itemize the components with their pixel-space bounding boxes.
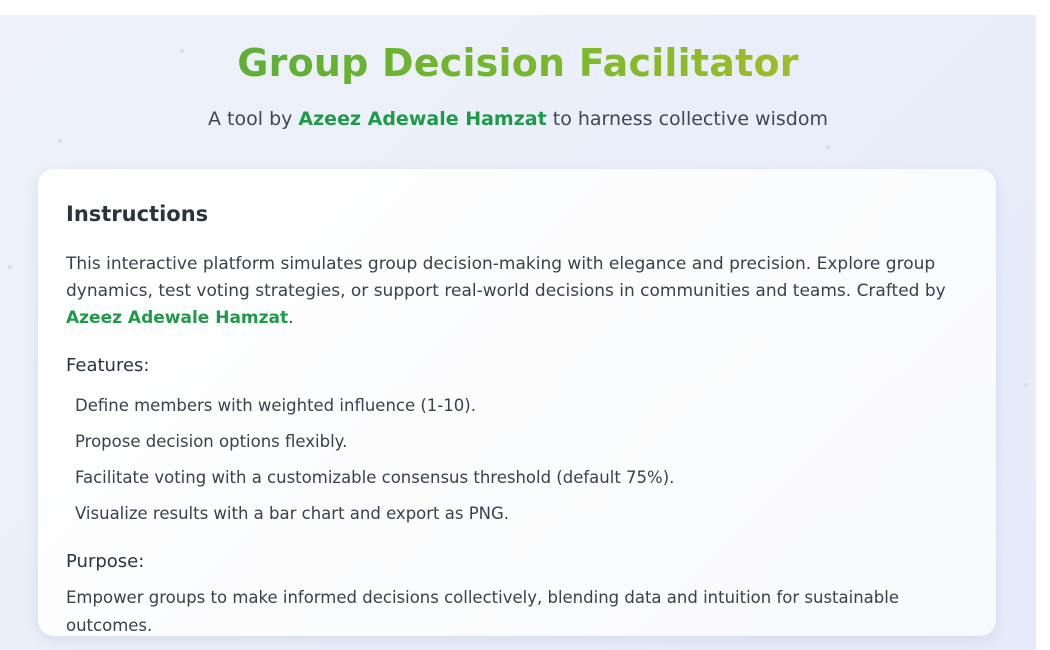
instructions-intro: This interactive platform simulates grou… bbox=[66, 251, 968, 332]
instructions-heading: Instructions bbox=[66, 202, 209, 226]
intro-author-name: Azeez Adewale Hamzat bbox=[66, 308, 289, 328]
app-viewport: Group Decision Facilitator A tool by Aze… bbox=[0, 15, 1036, 650]
decorative-dot bbox=[58, 139, 62, 143]
subtitle-prefix: A tool by bbox=[208, 108, 299, 130]
purpose-heading: Purpose: bbox=[66, 551, 145, 572]
subtitle-suffix: to harness collective wisdom bbox=[546, 108, 828, 130]
features-heading: Features: bbox=[66, 355, 150, 376]
intro-end: . bbox=[288, 308, 294, 328]
purpose-text: Empower groups to make informed decision… bbox=[66, 588, 899, 635]
decorative-dot bbox=[826, 145, 830, 149]
feature-item: Visualize results with a bar chart and e… bbox=[75, 504, 510, 523]
decorative-dot bbox=[8, 265, 12, 269]
author-name: Azeez Adewale Hamzat bbox=[298, 108, 547, 130]
instructions-card: Instructions This interactive platform s… bbox=[38, 169, 996, 636]
intro-text: This interactive platform simulates grou… bbox=[66, 254, 946, 301]
page-title: Group Decision Facilitator bbox=[0, 39, 1036, 87]
page-subtitle: A tool by Azeez Adewale Hamzat to harnes… bbox=[0, 106, 1036, 132]
decorative-dot bbox=[1024, 383, 1028, 387]
features-list: Define members with weighted influence (… bbox=[66, 388, 968, 532]
decorative-dot bbox=[180, 49, 184, 53]
feature-item: Propose decision options flexibly. bbox=[75, 432, 348, 451]
feature-item: Facilitate voting with a customizable co… bbox=[75, 468, 675, 487]
feature-item: Define members with weighted influence (… bbox=[75, 396, 476, 415]
